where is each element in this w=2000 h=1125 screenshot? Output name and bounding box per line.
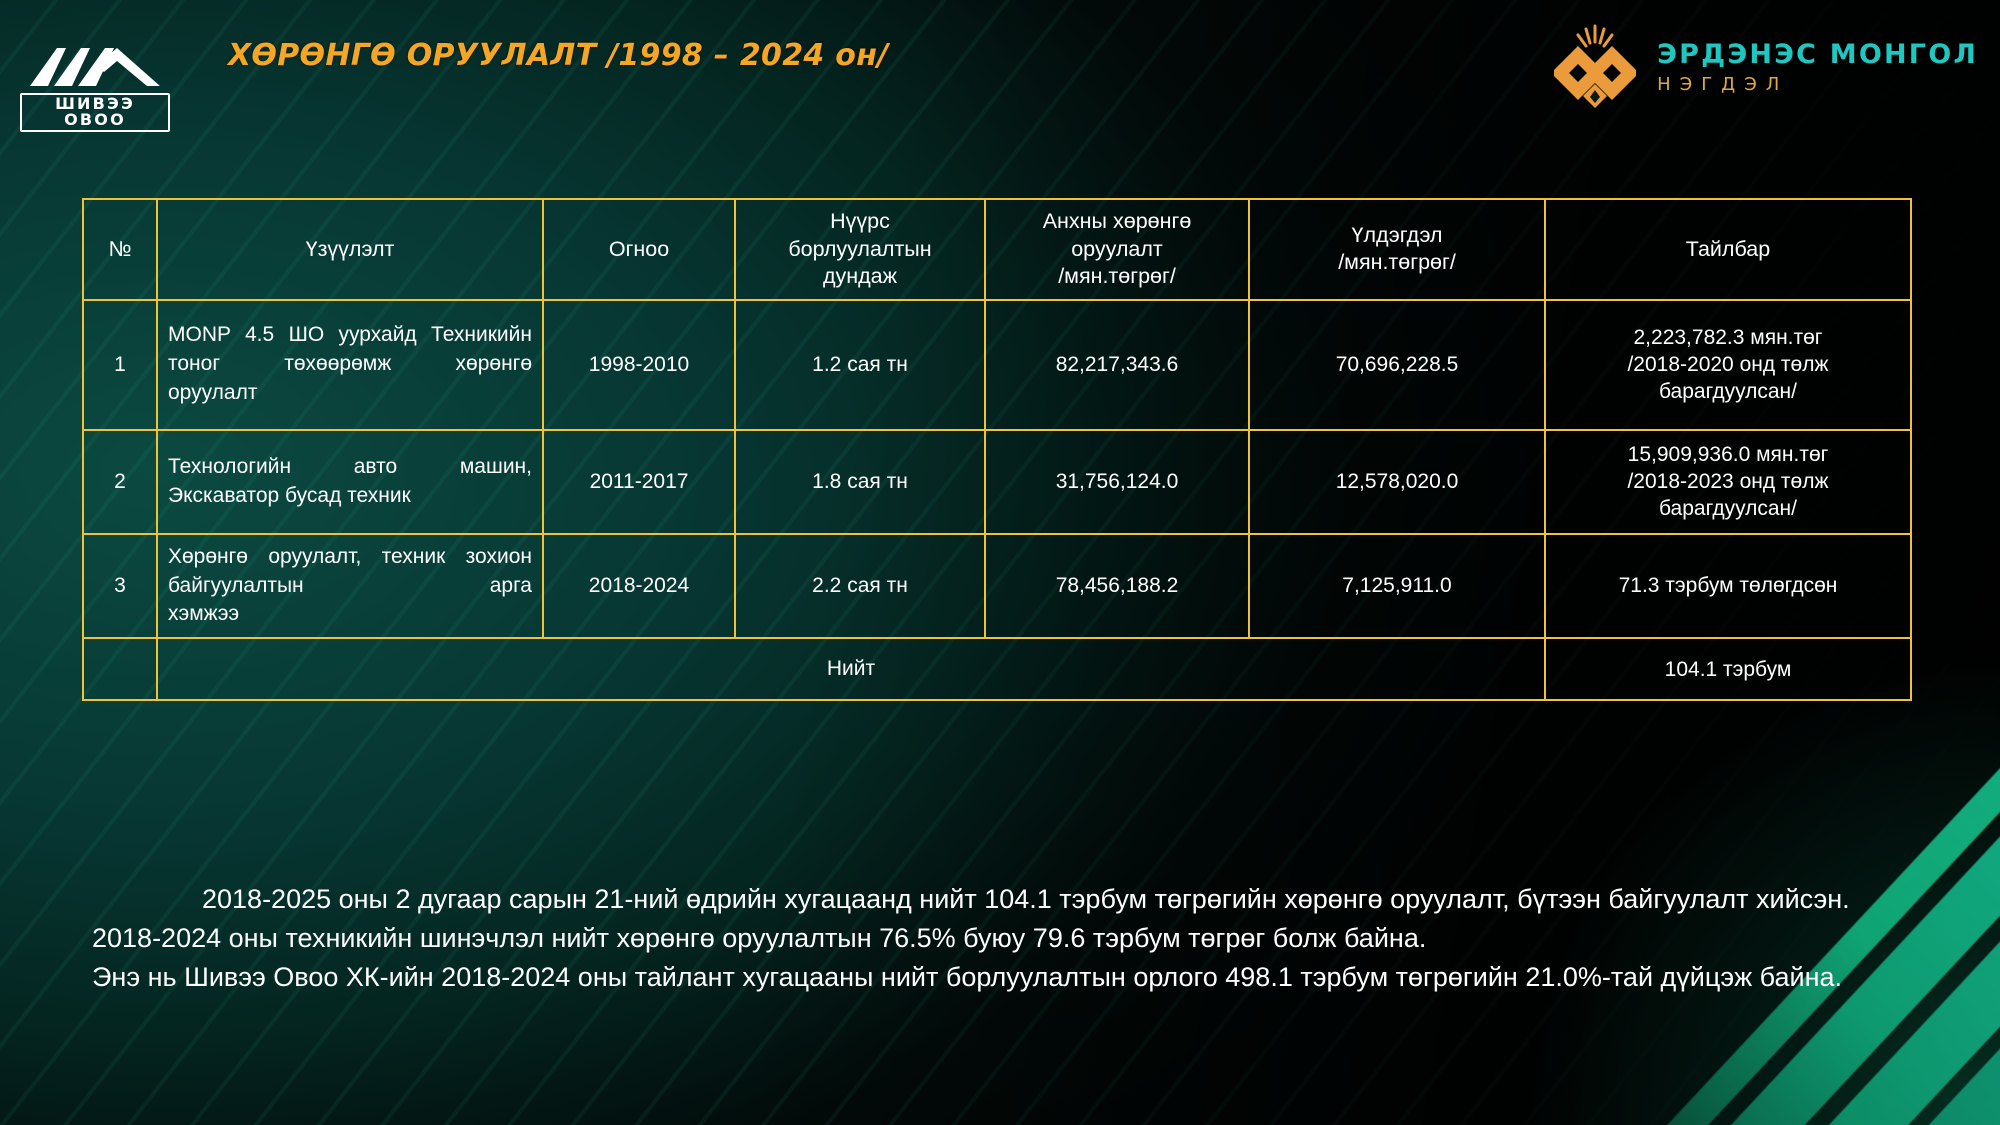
cell-indicator: MONP 4.5 ШО уурхайд Техникийн тоног төхө… <box>156 298 544 431</box>
summary-paragraph-2: Энэ нь Шивээ Овоо ХК-ийн 2018-2024 оны т… <box>92 962 1843 993</box>
cell-remainder: 12,578,020.0 <box>1248 428 1546 535</box>
mountain-icon <box>30 48 160 86</box>
indicator-text-last: хэмжээ <box>168 602 240 626</box>
note-line: 15,909,936.0 мян.төг <box>1627 442 1829 466</box>
indicator-text-last: Экскаватор бусад техник <box>168 483 411 507</box>
cell-initial-investment: 82,217,343.6 <box>984 298 1250 431</box>
erdenes-mongol-logo: ЭРДЭНЭС МОНГОЛ НЭГДЭЛ <box>1549 24 1978 112</box>
cell-date: 2011-2017 <box>542 428 736 535</box>
table-row: 1 MONP 4.5 ШО уурхайд Техникийн тоног тө… <box>82 298 1912 431</box>
cell-total-value: 104.1 тэрбум <box>1544 637 1912 702</box>
cell-initial-investment: 31,756,124.0 <box>984 428 1250 535</box>
cell-indicator: Хөрөнгө оруулалт, техник зохион байгуула… <box>156 532 544 640</box>
remainder-header-line1: Үлдэгдэл <box>1351 222 1443 247</box>
indicator-text: Хөрөнгө оруулалт, техник зохион байгуула… <box>168 544 532 597</box>
cell-initial-investment: 78,456,188.2 <box>984 532 1250 640</box>
note-line: /2018-2023 онд төлж <box>1627 469 1829 493</box>
cell-remainder: 70,696,228.5 <box>1248 298 1546 431</box>
shivee-ovoo-wordmark: ШИВЭЭ ОВОО <box>20 93 170 132</box>
cell-remainder: 7,125,911.0 <box>1248 532 1546 640</box>
column-header-date: Огноо <box>542 198 736 301</box>
table-header-row: № Үзүүлэлт Огноо Нүүрс борлуулалтын дунд… <box>82 198 1912 301</box>
summary-text: 2018-2025 оны 2 дугаар сарын 21-ний өдри… <box>92 880 1920 997</box>
indicator-text-last: оруулалт <box>168 381 258 405</box>
column-header-coal-average: Нүүрс борлуулалтын дундаж <box>734 198 986 301</box>
cell-note: 71.3 тэрбум төлөгдсөн <box>1544 532 1912 640</box>
cell-coal-average: 1.2 сая тн <box>734 298 986 431</box>
page-title: ХӨРӨНГӨ ОРУУЛАЛТ /1998 – 2024 он/ <box>228 38 889 73</box>
column-header-no: № <box>82 198 158 301</box>
erdenes-mongol-subtitle: НЭГДЭЛ <box>1657 73 1789 95</box>
indicator-text: Технологийн авто машин, <box>168 454 532 478</box>
cell-total-no <box>82 637 158 702</box>
note-line: барагдуулсан/ <box>1659 380 1797 404</box>
cell-date: 2018-2024 <box>542 532 736 640</box>
cell-no: 3 <box>82 532 158 640</box>
coal-header-line1: Нүүрс <box>830 209 890 233</box>
note-line: 71.3 тэрбум төлөгдсөн <box>1618 574 1838 598</box>
column-header-note: Тайлбар <box>1544 198 1912 301</box>
slide-header: ШИВЭЭ ОВОО ХӨРӨНГӨ ОРУУЛАЛТ /1998 – 2024… <box>0 0 2000 150</box>
table-total-row: Нийт 104.1 тэрбум <box>82 637 1912 702</box>
cell-coal-average: 1.8 сая тн <box>734 428 986 535</box>
cell-indicator: Технологийн авто машин, Экскаватор бусад… <box>156 428 544 535</box>
erdenes-diamond-icon <box>1549 22 1641 114</box>
table-row: 3 Хөрөнгө оруулалт, техник зохион байгуу… <box>82 532 1912 640</box>
note-line: /2018-2020 онд төлж <box>1627 352 1829 376</box>
column-header-remainder: Үлдэгдэл /мян.төгрөг/ <box>1248 198 1546 301</box>
cell-coal-average: 2.2 сая тн <box>734 532 986 640</box>
cell-total-label: Нийт <box>156 637 1546 702</box>
cell-note: 15,909,936.0 мян.төг /2018-2023 онд төлж… <box>1544 428 1912 535</box>
investment-table: № Үзүүлэлт Огноо Нүүрс борлуулалтын дунд… <box>82 198 1912 702</box>
cell-no: 2 <box>82 428 158 535</box>
table-row: 2 Технологийн авто машин, Экскаватор бус… <box>82 428 1912 535</box>
column-header-initial-investment: Анхны хөрөнгө оруулалт /мян.төгрөг/ <box>984 198 1250 301</box>
summary-paragraph-1: 2018-2025 оны 2 дугаар сарын 21-ний өдри… <box>92 884 1850 954</box>
initial-header-line3: /мян.төгрөг/ <box>1058 264 1176 289</box>
indicator-text: MONP 4.5 ШО уурхайд Техникийн тоног төхө… <box>168 323 532 376</box>
column-header-indicator: Үзүүлэлт <box>156 198 544 301</box>
shivee-ovoo-logo: ШИВЭЭ ОВОО <box>20 28 170 132</box>
coal-header-line2: борлуулалтын <box>788 236 932 261</box>
coal-header-line3: дундаж <box>822 264 898 289</box>
cell-date: 1998-2010 <box>542 298 736 431</box>
cell-no: 1 <box>82 298 158 431</box>
note-line: барагдуулсан/ <box>1659 497 1797 521</box>
remainder-header-line2: /мян.төгрөг/ <box>1338 250 1456 275</box>
initial-header-line1: Анхны хөрөнгө <box>1042 209 1192 233</box>
initial-header-line2: оруулалт <box>1071 236 1163 261</box>
cell-note: 2,223,782.3 мян.төг /2018-2020 онд төлж … <box>1544 298 1912 431</box>
note-line: 2,223,782.3 мян.төг <box>1633 325 1823 349</box>
erdenes-mongol-title: ЭРДЭНЭС МОНГОЛ <box>1657 39 1978 71</box>
